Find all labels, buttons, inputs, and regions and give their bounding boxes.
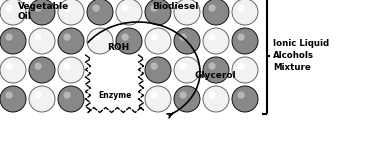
Circle shape (116, 28, 142, 54)
Circle shape (238, 62, 245, 70)
Circle shape (208, 62, 216, 70)
Circle shape (34, 33, 42, 41)
Circle shape (203, 0, 229, 25)
Circle shape (238, 92, 245, 99)
Circle shape (64, 33, 71, 41)
Circle shape (208, 33, 216, 41)
Text: Glycerol: Glycerol (194, 70, 236, 80)
Circle shape (29, 86, 55, 112)
Circle shape (145, 28, 171, 54)
Circle shape (34, 62, 42, 70)
Circle shape (0, 57, 26, 83)
Circle shape (64, 62, 71, 70)
Circle shape (58, 28, 84, 54)
Circle shape (238, 4, 245, 12)
Circle shape (179, 62, 187, 70)
Circle shape (29, 28, 55, 54)
Circle shape (208, 92, 216, 99)
Circle shape (116, 0, 142, 25)
Circle shape (58, 0, 84, 25)
Circle shape (174, 57, 200, 83)
Circle shape (92, 4, 100, 12)
Circle shape (203, 57, 229, 83)
Circle shape (121, 4, 129, 12)
Circle shape (0, 0, 26, 25)
Circle shape (232, 86, 258, 112)
Circle shape (64, 4, 71, 12)
Circle shape (6, 4, 13, 12)
Circle shape (58, 86, 84, 112)
Circle shape (87, 0, 113, 25)
Circle shape (64, 92, 71, 99)
Circle shape (232, 57, 258, 83)
Text: Ionic Liquid
Alcohols
Mixture: Ionic Liquid Alcohols Mixture (273, 39, 329, 72)
Circle shape (0, 28, 26, 54)
Circle shape (58, 57, 84, 83)
Circle shape (6, 92, 13, 99)
Circle shape (203, 28, 229, 54)
Circle shape (6, 62, 13, 70)
Circle shape (6, 33, 13, 41)
Circle shape (121, 33, 129, 41)
Circle shape (29, 0, 55, 25)
Circle shape (174, 28, 200, 54)
Text: Enzyme: Enzyme (98, 90, 131, 99)
Circle shape (151, 4, 158, 12)
Circle shape (145, 0, 171, 25)
Circle shape (151, 33, 158, 41)
Circle shape (34, 92, 42, 99)
Circle shape (174, 0, 200, 25)
Circle shape (179, 4, 187, 12)
Circle shape (0, 86, 26, 112)
Circle shape (179, 92, 187, 99)
Circle shape (29, 57, 55, 83)
Circle shape (174, 86, 200, 112)
Circle shape (92, 33, 100, 41)
Circle shape (208, 4, 216, 12)
Circle shape (87, 28, 113, 54)
Circle shape (232, 0, 258, 25)
Circle shape (203, 86, 229, 112)
Circle shape (34, 4, 42, 12)
Text: ROH: ROH (107, 44, 129, 52)
Circle shape (145, 57, 171, 83)
Circle shape (179, 33, 187, 41)
Circle shape (151, 62, 158, 70)
Text: Biodiesel: Biodiesel (152, 2, 198, 11)
Circle shape (145, 86, 171, 112)
Text: Vegetable
Oil: Vegetable Oil (18, 2, 69, 21)
Circle shape (238, 33, 245, 41)
Circle shape (232, 28, 258, 54)
Circle shape (151, 92, 158, 99)
